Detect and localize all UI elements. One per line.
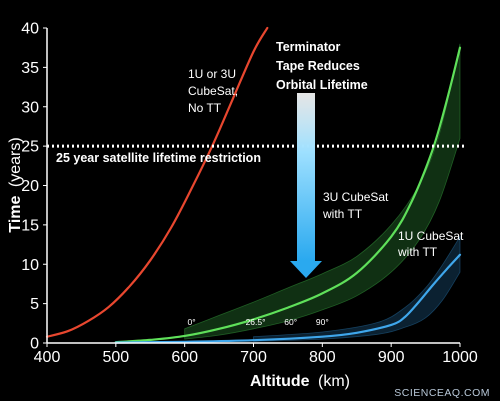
red-series-label: 1U or 3U CubeSat, No TT bbox=[188, 67, 241, 115]
y-tick-label: 30 bbox=[21, 99, 39, 116]
inclination-labels: 0° 26.5° 60° 90° bbox=[187, 317, 328, 327]
y-axis-title: Time (years) bbox=[7, 137, 24, 232]
x-tick-label: 700 bbox=[240, 349, 267, 366]
inclination-angle-label: 0° bbox=[187, 317, 195, 327]
x-tick-label: 1000 bbox=[442, 349, 478, 366]
3u-cubesat-with-tt-line bbox=[114, 46, 462, 344]
terminator-note: Terminator Tape Reduces Orbital Lifetime bbox=[276, 40, 368, 92]
y-tick-label: 5 bbox=[30, 296, 39, 313]
x-axis-title: Altitude (km) bbox=[250, 373, 350, 390]
3u-cubesat-with-tt-envelope bbox=[184, 43, 461, 340]
y-tick-label: 0 bbox=[30, 336, 39, 353]
axis-ticks: 400 500 600 700 800 900 1000 0 5 10 15 20 25 30 35 40 bbox=[21, 21, 478, 367]
y-tick-label: 35 bbox=[21, 60, 39, 77]
lifetime-restriction-label: 25 year satellite lifetime restriction bbox=[56, 151, 261, 165]
y-tick-label: 15 bbox=[21, 217, 39, 234]
inclination-angle-label: 26.5° bbox=[246, 317, 266, 327]
series-lines bbox=[45, 26, 462, 344]
inclination-angle-label: 90° bbox=[316, 317, 329, 327]
x-tick-label: 500 bbox=[102, 349, 129, 366]
inclination-angle-label: 60° bbox=[284, 317, 297, 327]
green-series-label: 3U CubeSat with TT bbox=[322, 190, 392, 221]
1u-or-3u-cubesat-no-tt-line bbox=[45, 26, 269, 338]
y-tick-label: 25 bbox=[21, 139, 39, 156]
terminator-arrow bbox=[290, 93, 322, 278]
blue-series-label: 1U CubeSat with TT bbox=[397, 229, 467, 259]
axes bbox=[46, 28, 460, 344]
x-tick-label: 400 bbox=[34, 349, 61, 366]
y-tick-label: 40 bbox=[21, 21, 39, 38]
1u-cubesat-with-tt-line bbox=[114, 253, 462, 344]
x-tick-label: 900 bbox=[378, 349, 405, 366]
y-tick-label: 10 bbox=[21, 257, 39, 274]
credit-watermark: SCIENCEAQ.COM bbox=[394, 387, 490, 399]
x-tick-label: 600 bbox=[171, 349, 198, 366]
y-tick-label: 20 bbox=[21, 178, 39, 195]
x-tick-label: 800 bbox=[309, 349, 336, 366]
